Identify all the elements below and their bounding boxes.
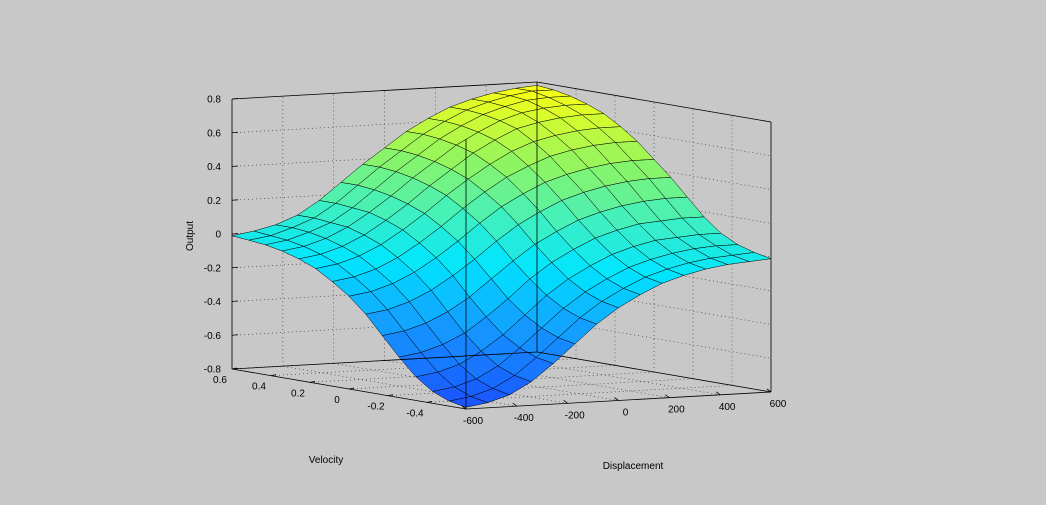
x-tick-label: -600 bbox=[463, 416, 483, 427]
z-tick-label: -0.4 bbox=[204, 297, 222, 308]
z-tick-mark bbox=[231, 98, 239, 100]
x-tick-mark bbox=[766, 388, 772, 393]
y-tick-label: 0.4 bbox=[252, 382, 266, 393]
axes-box-edge bbox=[231, 351, 538, 370]
axes-box-edge bbox=[536, 351, 772, 393]
y-tick-label: -0.4 bbox=[406, 408, 424, 419]
z-tick-label: 0.6 bbox=[207, 128, 221, 139]
x-tick-label: 600 bbox=[770, 399, 787, 410]
z-tick-mark bbox=[231, 131, 239, 134]
axes-box-edge bbox=[231, 81, 538, 100]
surface-face bbox=[448, 396, 489, 408]
x-tick-mark bbox=[461, 405, 467, 410]
x-tick-label: -400 bbox=[514, 413, 534, 424]
z-tick-label: 0.2 bbox=[207, 196, 221, 207]
z-tick-mark bbox=[231, 199, 239, 201]
y-tick-label: 0.2 bbox=[291, 388, 305, 399]
z-tick-mark bbox=[231, 233, 239, 235]
x-axis-label: Displacement bbox=[603, 461, 664, 472]
x-tick-label: 200 bbox=[668, 405, 685, 416]
tick-labels: -0.8 -0.6 -0.4 -0.2 0 0.2 0.4 0.6 0.8 -0.4 -0.2 0 0.… bbox=[204, 95, 787, 428]
x-tick-mark bbox=[665, 394, 670, 398]
x-tick-mark bbox=[512, 402, 518, 407]
x-tick-mark bbox=[715, 391, 721, 396]
y-tick-mark bbox=[387, 394, 394, 397]
y-tick-mark bbox=[270, 374, 277, 377]
grid-line bbox=[426, 385, 733, 403]
z-tick-label: -0.8 bbox=[204, 365, 222, 376]
z-tick-label: -0.6 bbox=[204, 331, 222, 342]
y-tick-label: 0 bbox=[334, 395, 340, 406]
y-tick-mark bbox=[309, 380, 316, 383]
z-tick-label: -0.2 bbox=[204, 263, 222, 274]
x-tick-label: 400 bbox=[719, 402, 736, 413]
y-axis-label: Velocity bbox=[309, 455, 343, 466]
y-tick-label: -0.2 bbox=[367, 402, 385, 413]
z-tick-label: 0.8 bbox=[207, 95, 221, 106]
z-tick-mark bbox=[231, 334, 239, 336]
y-tick-mark bbox=[348, 387, 355, 390]
z-tick-mark bbox=[231, 165, 239, 167]
grid-line bbox=[387, 378, 694, 396]
y-tick-label: 0.6 bbox=[213, 375, 227, 386]
x-tick-mark bbox=[614, 397, 619, 401]
surface-mesh bbox=[231, 85, 772, 408]
y-tick-mark bbox=[231, 367, 238, 370]
z-tick-label: 0.4 bbox=[207, 162, 221, 173]
axes-box-edge bbox=[536, 81, 772, 123]
y-tick-mark bbox=[426, 400, 433, 403]
x-tick-label: 0 bbox=[623, 408, 629, 419]
z-tick-mark bbox=[231, 266, 239, 269]
axis-labels: Displacement Velocity Output bbox=[185, 221, 664, 472]
x-tick-mark bbox=[563, 400, 568, 404]
z-tick-label: 0 bbox=[215, 230, 221, 241]
z-tick-mark bbox=[231, 300, 239, 302]
x-tick-label: -200 bbox=[565, 410, 585, 421]
z-axis-label: Output bbox=[185, 221, 196, 251]
